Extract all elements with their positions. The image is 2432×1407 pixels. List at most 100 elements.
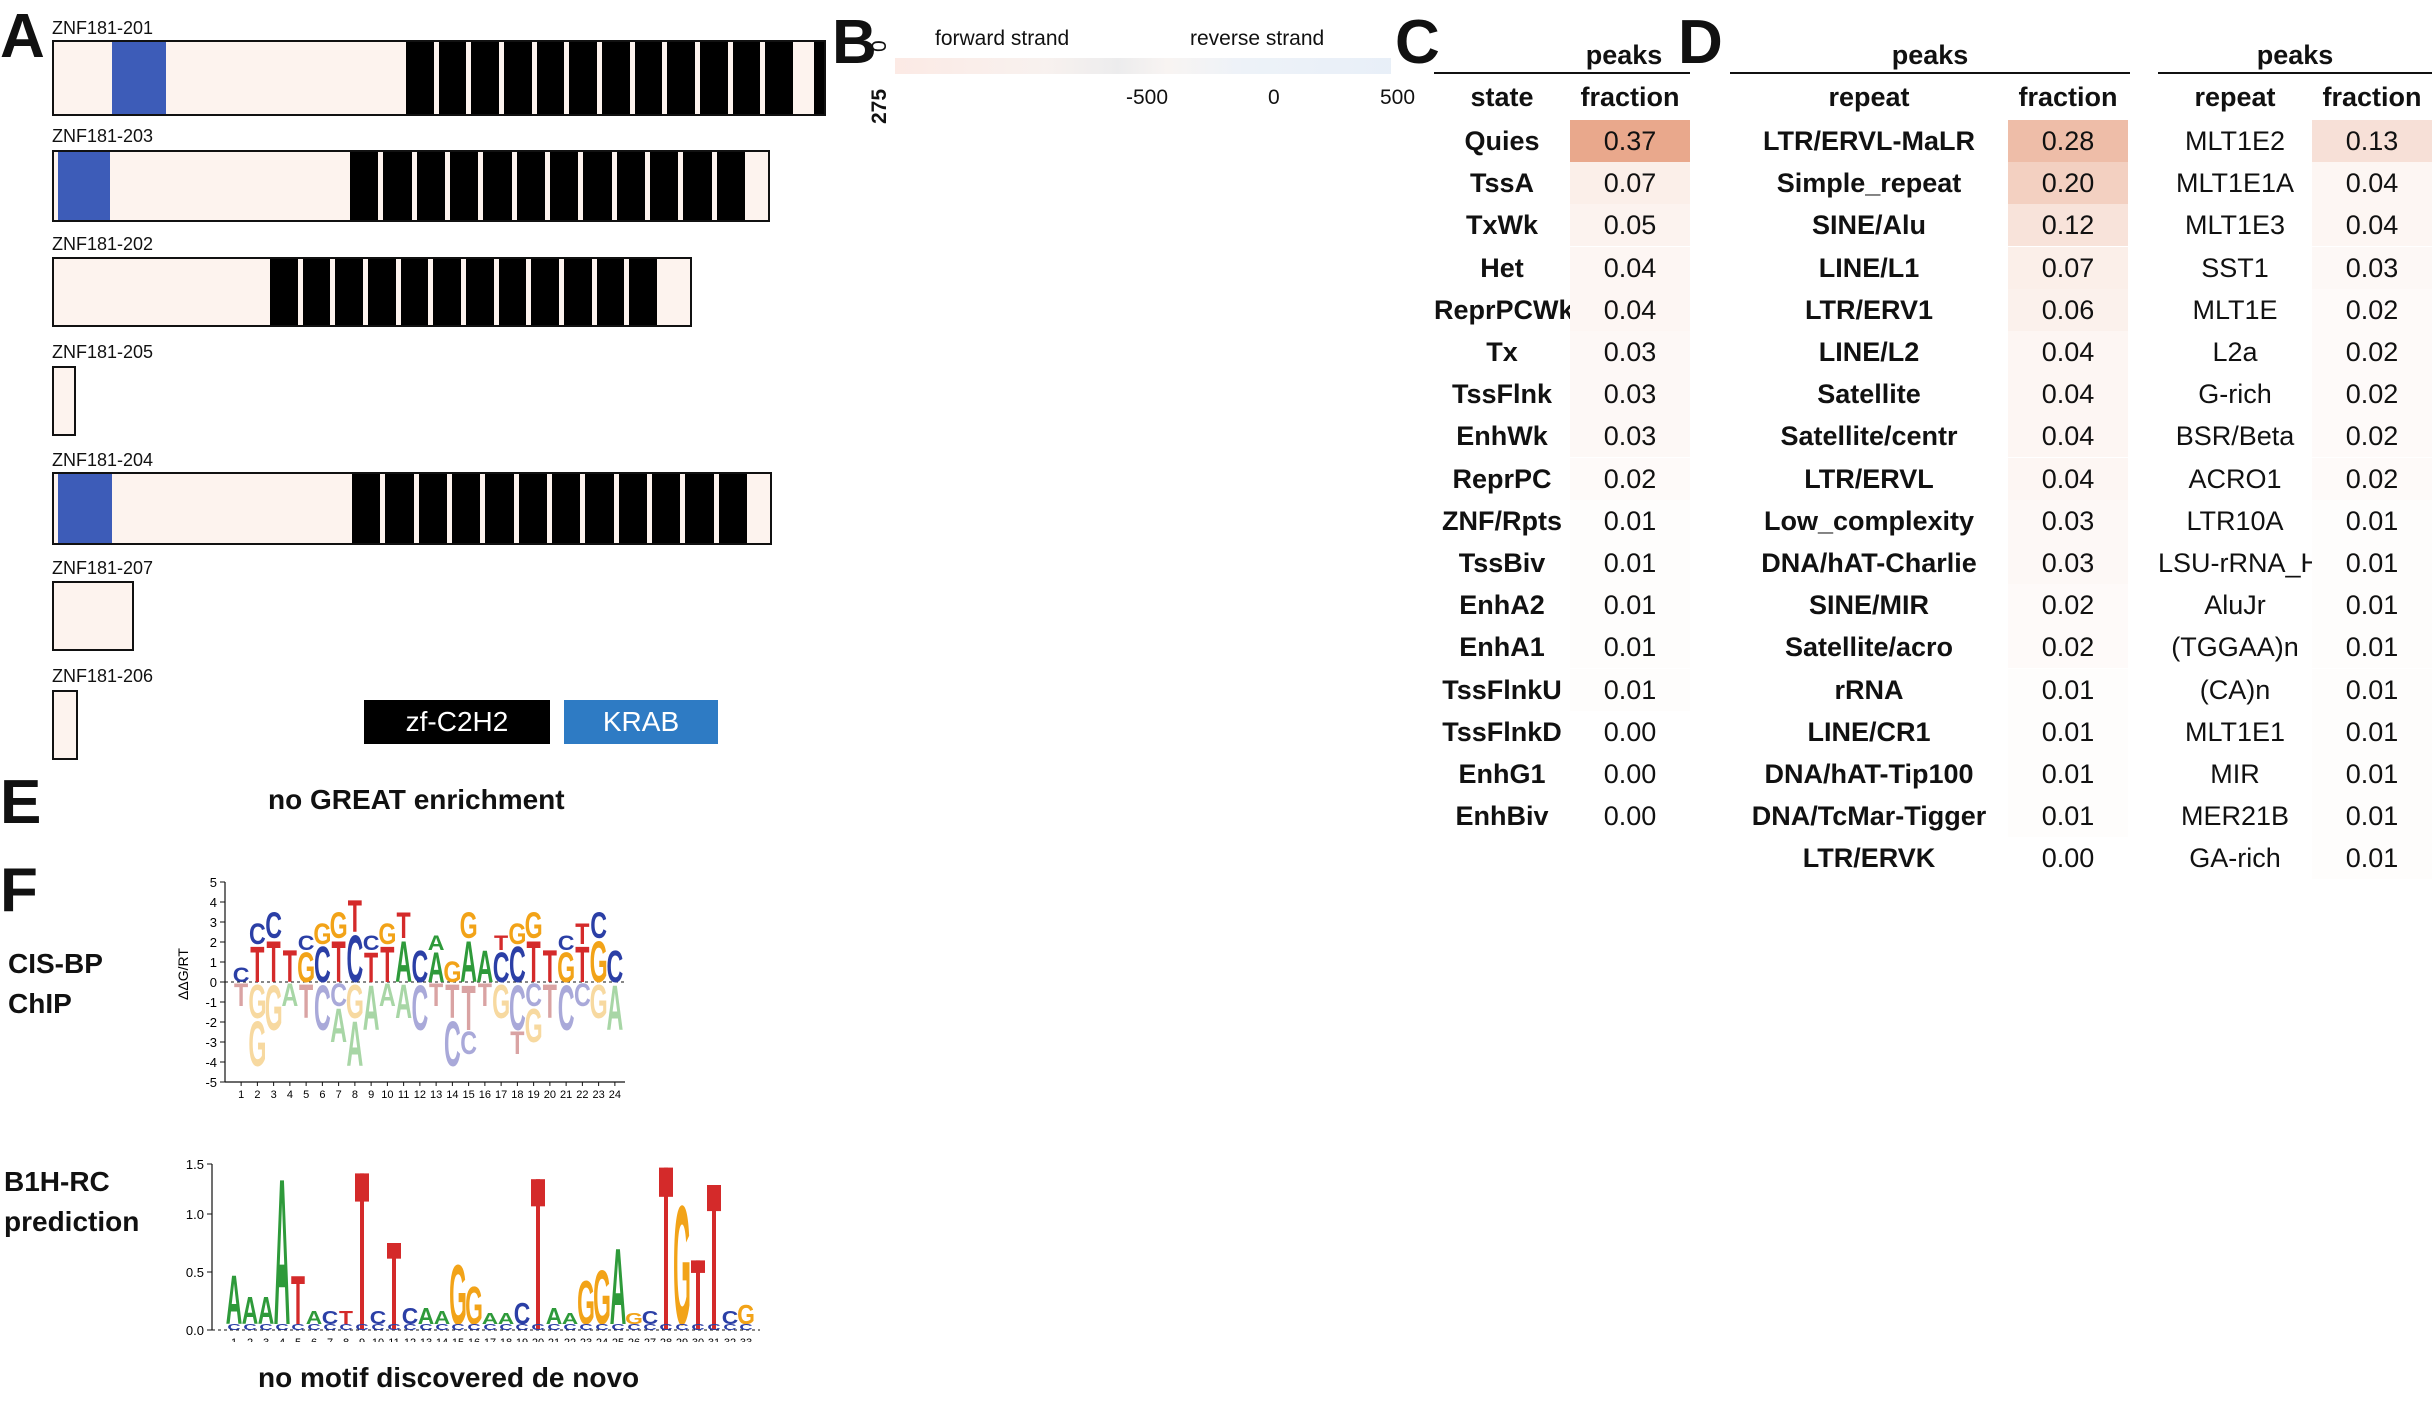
table-row-label: ReprPC [1452,463,1552,494]
zf-c2h2-domain [450,152,479,220]
table-row-fraction: 0.07 [2008,246,2128,289]
isoform-name: ZNF181-202 [52,234,154,254]
logo-letter: G [449,1249,467,1342]
logo-letter: C [265,904,282,946]
logo-letter: C [509,973,526,1045]
table-row-fraction: 0.02 [2312,331,2432,373]
table-row-fraction: 0.02 [1570,457,1690,500]
table-row-label: EnhA2 [1459,590,1545,621]
x-tick-label: 3 [271,1089,277,1101]
table-row-fraction: 0.03 [1570,373,1690,416]
table-row-label: SINE/Alu [1811,210,1926,241]
logo-letter: C [371,1323,384,1332]
logo-letter: C [531,1323,544,1332]
table-row-fraction: 0.20 [2008,162,2128,205]
zf-c2h2-domain [471,42,499,114]
table-row-label: MLT1E2 [2184,126,2286,156]
isoform-name: ZNF181-203 [52,126,154,146]
logo-letter: G [248,975,266,1028]
x-tick-label: 6 [311,1337,317,1342]
table-row-label: G-rich [2198,379,2272,410]
table-row-label: DNA/hAT-Tip100 [1764,759,1974,789]
logo-letter: C [606,940,623,992]
x-tick-label: 10 [372,1337,384,1342]
logo-letter: C [675,1323,688,1332]
logo-letter: C [558,931,575,955]
logo-letter: C [525,977,542,1012]
logo-letter: C [659,1323,672,1332]
zf-c2h2-domain [383,152,412,220]
zf-c2h2-domain [585,474,614,543]
logo-letter: A [562,1311,579,1328]
zf-c2h2-domain [485,474,514,543]
x-tick-label: 24 [596,1337,608,1342]
x-tick-label: 22 [576,1089,588,1101]
logo-letter: A [379,977,396,1012]
logo-letter: C [499,1323,512,1332]
table-row-fraction: 0.03 [2312,246,2432,289]
logo-letter: C [547,1323,560,1332]
zf-c2h2-domain [550,152,579,220]
logo-letter: G [557,945,575,992]
zf-c2h2-domain [352,474,381,543]
table-row-fraction: 0.01 [1570,668,1690,711]
zf-c2h2-domain [765,42,793,114]
zf-c2h2-domain [466,259,494,325]
logo-letter: C [515,1323,528,1332]
logo-letter: T [299,975,313,1028]
y-tick-label: 3 [210,915,217,930]
heatmap-strip [895,58,1391,74]
zf-c2h2-domain [814,42,824,114]
panel-letter-b: B [832,8,877,77]
x-tick-label: 16 [479,1089,491,1101]
table-row-label: ZNF/Rpts [1442,505,1562,536]
x-tick-label: 2 [247,1337,253,1342]
zf-c2h2-domain-block [350,152,750,220]
logo-letter: C [323,1323,336,1332]
logo-letter: C [314,937,331,994]
zf-c2h2-domain [667,42,695,114]
logo-letter: A [306,1308,323,1329]
header-rule [1730,72,2130,74]
x-tick-label: 17 [495,1089,507,1101]
table-row-label: EnhG1 [1458,759,1546,789]
table-row-fraction: 0.02 [2312,415,2432,458]
zf-c2h2-domain [718,474,747,543]
zf-c2h2-domain [583,152,612,220]
table-row-fraction: 0.01 [2312,668,2432,711]
column-header-repeat: repeat [2194,82,2276,112]
table-row-label: MER21B [2180,801,2290,832]
logo-letter: C [227,1323,240,1332]
x-tick-label: 20 [544,1089,556,1101]
logo-letter: T [348,890,362,942]
table-row-fraction: 0.01 [1570,626,1690,669]
zf-c2h2-domain-block [352,474,752,543]
logo-letter: G [525,904,543,946]
x-tick-label: 33 [740,1337,752,1342]
zf-c2h2-domain-block [406,42,798,114]
table-row-label: AluJr [2204,590,2266,621]
logo-letter: A [226,1261,243,1339]
logo-letter: G [492,975,510,1028]
logo-letter: C [249,917,266,950]
isoform-name: ZNF181-206 [52,666,154,686]
panel-letter-a: A [0,2,45,71]
table-row-fraction: 0.01 [2312,584,2432,627]
table-row-fraction: 0.01 [1570,542,1690,584]
x-tick-label: 14 [446,1089,458,1101]
zf-c2h2-domain [400,259,429,325]
table-row-label: MIR [2210,759,2260,789]
logo-letter: A [460,931,477,995]
table-row-label: MLT1E [2192,294,2278,325]
isoform-track [52,40,826,116]
table-row-fraction: 0.05 [1570,204,1690,247]
logo-letter: T [339,1308,353,1329]
x-tick-label: 13 [430,1089,442,1101]
table-row-fraction: 0.00 [2008,837,2128,880]
logo-letter: T [283,940,297,992]
table-row-label: LTR/ERVL-MaLR [1763,126,1975,156]
forward-strand-label: forward strand [935,27,1070,50]
logo-letter: G [525,999,543,1052]
logo-letter: T [510,1025,524,1060]
x-tick-label: 29 [676,1337,688,1342]
